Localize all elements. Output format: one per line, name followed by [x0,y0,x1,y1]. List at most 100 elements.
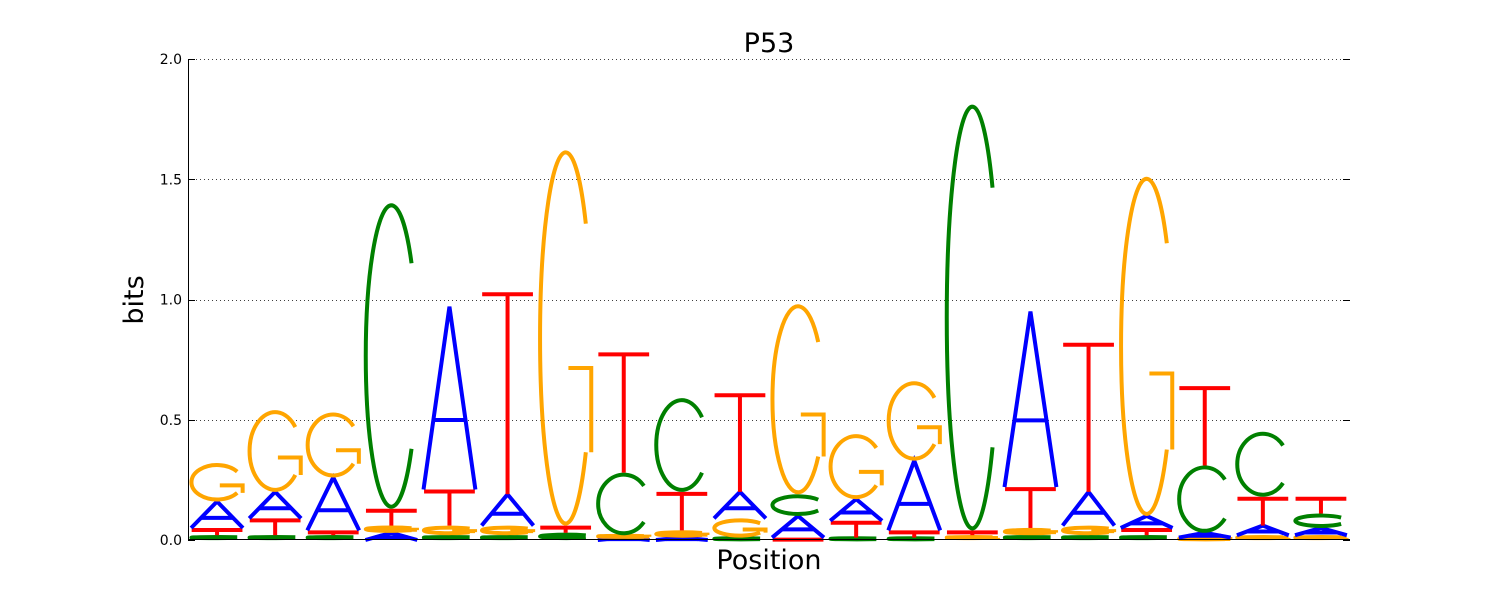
logo-column [249,412,301,538]
logo-letter-T [308,532,359,535]
logo-column [191,465,243,538]
logo-letter-A [424,307,476,490]
logo-letter-C [1179,467,1225,530]
y-tick-label: 0.5 [160,413,182,429]
logo-letter-G [598,536,649,537]
logo-letter-G [889,383,940,458]
logo-letter-G [424,528,475,534]
logo-letter-G [656,532,707,535]
logo-letter-G [831,436,882,497]
logo-column [540,152,591,538]
logo-letter-A [1063,492,1115,526]
logo-letter-G [482,528,533,534]
logo-letter-G [308,415,359,476]
grid-layer [188,60,1350,421]
logo-column [424,307,476,538]
logo-letter-C [1005,537,1051,538]
chart-title: P53 [744,28,795,59]
y-tick-label: 2.0 [160,52,182,68]
logo-letter-T [424,491,475,525]
logo-column [482,294,534,538]
logo-letter-T [1121,530,1172,535]
logo-column [307,415,359,539]
logo-letter-A [888,461,940,531]
logo-letter-A [714,492,766,518]
logo-letter-C [1121,537,1167,538]
logo-letter-T [1237,499,1288,526]
logo-column [1063,345,1115,538]
logo-letter-T [598,354,649,472]
logo-letter-A [1295,528,1347,535]
logo-column [1121,179,1173,538]
y-axis-label: bits [119,275,150,324]
x-axis-label: Position [716,545,821,576]
logo-column [1237,434,1289,538]
logo-column [1005,312,1057,539]
logo-letter-C [598,475,644,534]
logo-letter-C [250,537,296,538]
logo-letter-A [830,499,882,521]
logo-letter-T [656,494,707,530]
logo-column [888,383,940,539]
logo-letter-C [540,535,586,538]
logo-letter-C [656,400,702,490]
logo-letter-G [1295,537,1346,538]
axes-layer [188,59,1350,540]
logo-letter-C [424,537,470,538]
logo-letter-G [947,537,998,538]
logo-column [947,107,998,538]
logo-letter-G [366,528,417,531]
logo-letter-G [1063,528,1114,534]
logo-letter-A [1237,526,1289,536]
logo-letter-T [1179,388,1230,465]
logo-letter-A [307,477,359,530]
logo-letter-A [1121,516,1173,528]
logo-letter-G [1237,537,1288,538]
logo-letter-C [308,537,354,538]
logo-letter-G [1005,530,1056,533]
logo-letter-C [772,496,818,514]
logo-letter-A [191,502,243,528]
logo-letter-A [1179,533,1231,538]
logo-letter-C [947,107,993,529]
logo-letter-C [1063,537,1109,538]
y-tick-label: 1.0 [160,293,182,309]
logo-column [656,400,708,540]
y-tick-label: 1.5 [160,172,182,188]
y-tick-label: 0.0 [160,533,182,549]
logo-column [1179,388,1231,539]
logo-letter-T [715,395,766,492]
logo-letter-A [249,492,301,518]
logo-letter-A [482,494,534,525]
logo-letter-G [772,306,823,492]
logo-letter-C [1295,516,1341,526]
letters-layer [191,107,1347,540]
logo-letter-G [714,520,765,535]
logo-column [598,354,650,540]
logo-letter-T [192,530,243,535]
logo-letter-A [1005,312,1057,488]
logo-letter-T [1005,489,1056,528]
logo-column [365,205,417,540]
logo-letter-A [772,516,824,538]
logo-letter-T [1063,345,1114,492]
logo-letter-T [366,511,417,526]
logo-letter-T [1296,499,1347,514]
logo-column [772,306,824,540]
logo-letter-T [250,520,301,535]
logo-letter-T [482,294,533,494]
logo-letter-G [1121,179,1172,514]
logo-letter-C [1237,434,1283,495]
logo-column [830,436,882,539]
logo-column [714,395,766,539]
logo-letter-C [482,537,528,538]
logo-letter-G [540,152,591,523]
logo-column [1295,499,1347,538]
logo-letter-G [250,412,301,490]
logo-letter-T [540,528,591,533]
logo-letter-T [947,532,998,535]
logo-letter-C [191,537,237,538]
logo-letter-A [365,533,417,540]
